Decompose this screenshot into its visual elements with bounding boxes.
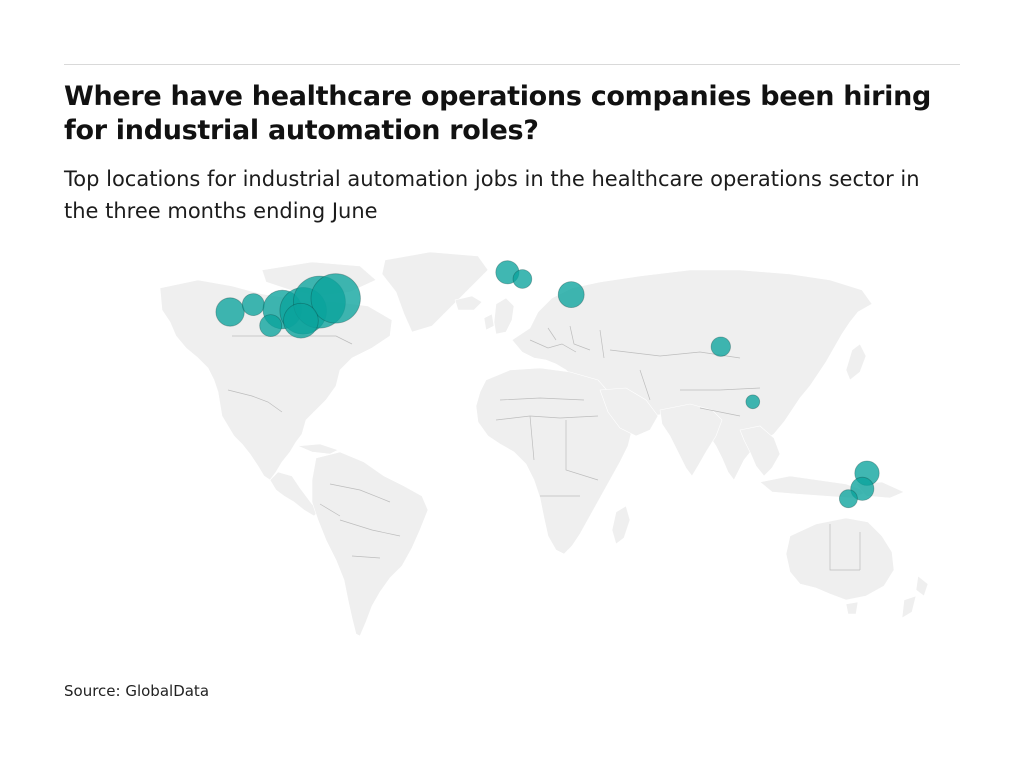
location-bubble-11 — [710, 336, 731, 357]
land-ireland — [483, 313, 495, 331]
land-caribbean — [297, 443, 339, 455]
land-greenland — [381, 251, 489, 333]
border-south-america — [319, 483, 401, 559]
land-layer — [159, 251, 929, 637]
land-arabia — [599, 387, 659, 437]
land-japan — [845, 343, 867, 381]
land-tasmania — [845, 601, 859, 615]
border-africa — [495, 397, 599, 497]
location-bubble-10 — [557, 281, 585, 308]
border-us-canada — [232, 335, 353, 345]
country-borders — [227, 325, 861, 571]
chart-title: Where have healthcare operations compani… — [64, 81, 932, 146]
land-south-america — [311, 451, 429, 637]
border-us-mexico — [227, 389, 283, 413]
land-iceland — [454, 295, 483, 311]
location-bubble-5 — [310, 273, 361, 324]
location-bubble-0 — [215, 297, 245, 327]
location-bubble-6 — [283, 302, 319, 339]
bubble-layer — [215, 260, 880, 509]
top-divider — [64, 64, 960, 65]
world-map — [0, 240, 1024, 660]
border-europe — [529, 325, 605, 359]
world-map-svg — [159, 251, 929, 637]
location-bubble-7 — [259, 314, 283, 337]
land-southeast-asia — [739, 425, 781, 477]
location-bubble-12 — [745, 394, 761, 410]
location-bubble-1 — [241, 293, 265, 316]
border-asia — [609, 349, 761, 417]
border-australia — [829, 524, 861, 571]
location-bubble-15 — [839, 489, 858, 509]
land-british-isles — [493, 297, 515, 335]
source-note: Source: GlobalData — [64, 682, 210, 700]
location-bubble-9 — [512, 269, 533, 289]
land-australia — [785, 517, 895, 601]
land-north-america — [159, 279, 393, 481]
location-bubble-14 — [850, 476, 875, 501]
land-madagascar — [611, 505, 631, 545]
chart-subtitle: Top locations for industrial automation … — [64, 167, 920, 223]
land-new-zealand — [901, 575, 929, 619]
land-india — [659, 403, 723, 477]
